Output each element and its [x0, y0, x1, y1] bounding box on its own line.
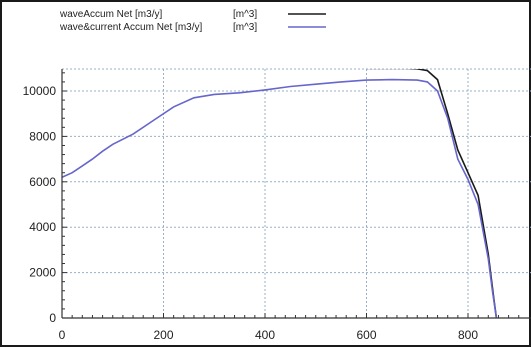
x-tick-label: 800 [458, 328, 478, 342]
x-tick-label: 400 [255, 328, 275, 342]
legend-unit: [m^3] [233, 22, 257, 33]
legend-label: waveAccum Net [m3/y] [59, 9, 162, 20]
y-tick-label: 2000 [29, 266, 56, 280]
y-tick-label: 4000 [29, 220, 56, 234]
x-tick-label: 200 [153, 328, 173, 342]
series-line-2 [62, 78, 498, 318]
legend-label: wave&current Accum Net [m3/y] [59, 22, 202, 33]
legend-unit: [m^3] [233, 9, 257, 20]
grid [62, 68, 531, 318]
x-tick-label: 0 [59, 328, 66, 342]
series-line-1 [366, 69, 498, 318]
y-tick-label: 10000 [23, 84, 57, 98]
legend: waveAccum Net [m3/y] [m^3] wave&current Ac… [59, 9, 326, 33]
y-tick-label: 6000 [29, 175, 56, 189]
x-tick-label: 600 [356, 328, 376, 342]
y-tick-label: 8000 [29, 129, 56, 143]
series-layer [62, 69, 498, 318]
y-tick-label: 0 [49, 311, 56, 325]
